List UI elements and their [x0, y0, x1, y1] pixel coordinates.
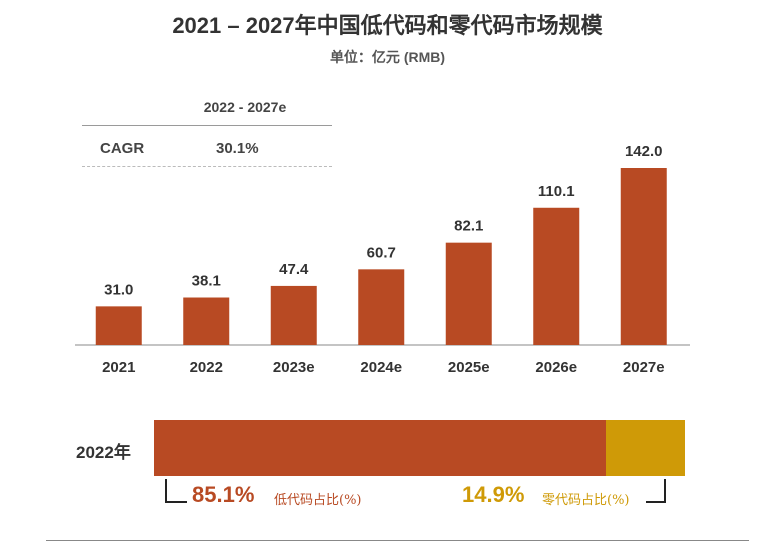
bar-2021: [95, 306, 142, 345]
stacked-segment-zero-code: [606, 420, 685, 476]
stacked-segment-low-code: [154, 420, 606, 476]
low-code-share-label: 低代码占比(%): [274, 493, 362, 508]
cagr-period: 2022 - 2027e: [203, 99, 287, 115]
x-tick-label: 2022: [190, 359, 223, 376]
bar-2022: [183, 297, 230, 345]
bar-chart: 31.0 2021 38.1 2022 47.4 2023e 60.7 2024e 82.1 20…: [75, 143, 690, 376]
bar-2027e: [620, 168, 667, 345]
bracket-right: [646, 479, 666, 503]
zero-code-share-value: 14.9%: [462, 482, 525, 507]
bar-2023e: [270, 285, 317, 345]
x-tick-label: 2027e: [623, 359, 665, 376]
bar-2025e: [445, 242, 492, 345]
bar-value-label: 60.7: [367, 244, 396, 261]
x-tick-label: 2024e: [360, 359, 402, 376]
bar-value-label: 47.4: [279, 261, 309, 278]
bar-value-label: 142.0: [625, 143, 663, 160]
cagr-label: CAGR: [100, 140, 145, 157]
bar-value-label: 82.1: [454, 218, 483, 235]
footer-divider: [46, 540, 749, 541]
x-tick-label: 2026e: [535, 359, 577, 376]
bar-2026e: [533, 207, 580, 345]
x-tick-label: 2021: [102, 359, 135, 376]
bar-2024e: [358, 269, 405, 345]
chart-title: 2021 – 2027年中国低代码和零代码市场规模: [172, 13, 603, 38]
x-tick-label: 2023e: [273, 359, 315, 376]
bar-value-label: 31.0: [104, 281, 133, 298]
zero-code-share-label: 零代码占比(%): [542, 493, 630, 508]
x-tick-label: 2025e: [448, 359, 490, 376]
bracket-left: [165, 479, 187, 503]
bar-value-label: 110.1: [538, 183, 575, 200]
low-code-share-value: 85.1%: [192, 482, 255, 507]
bar-value-label: 38.1: [192, 273, 221, 290]
cagr-dotted-divider: [82, 166, 332, 167]
cagr-divider: [82, 125, 332, 126]
cagr-value: 30.1%: [216, 140, 259, 157]
stacked-bar-category: 2022年: [76, 443, 131, 462]
chart-subtitle: 单位：亿元 (RMB): [329, 49, 446, 65]
